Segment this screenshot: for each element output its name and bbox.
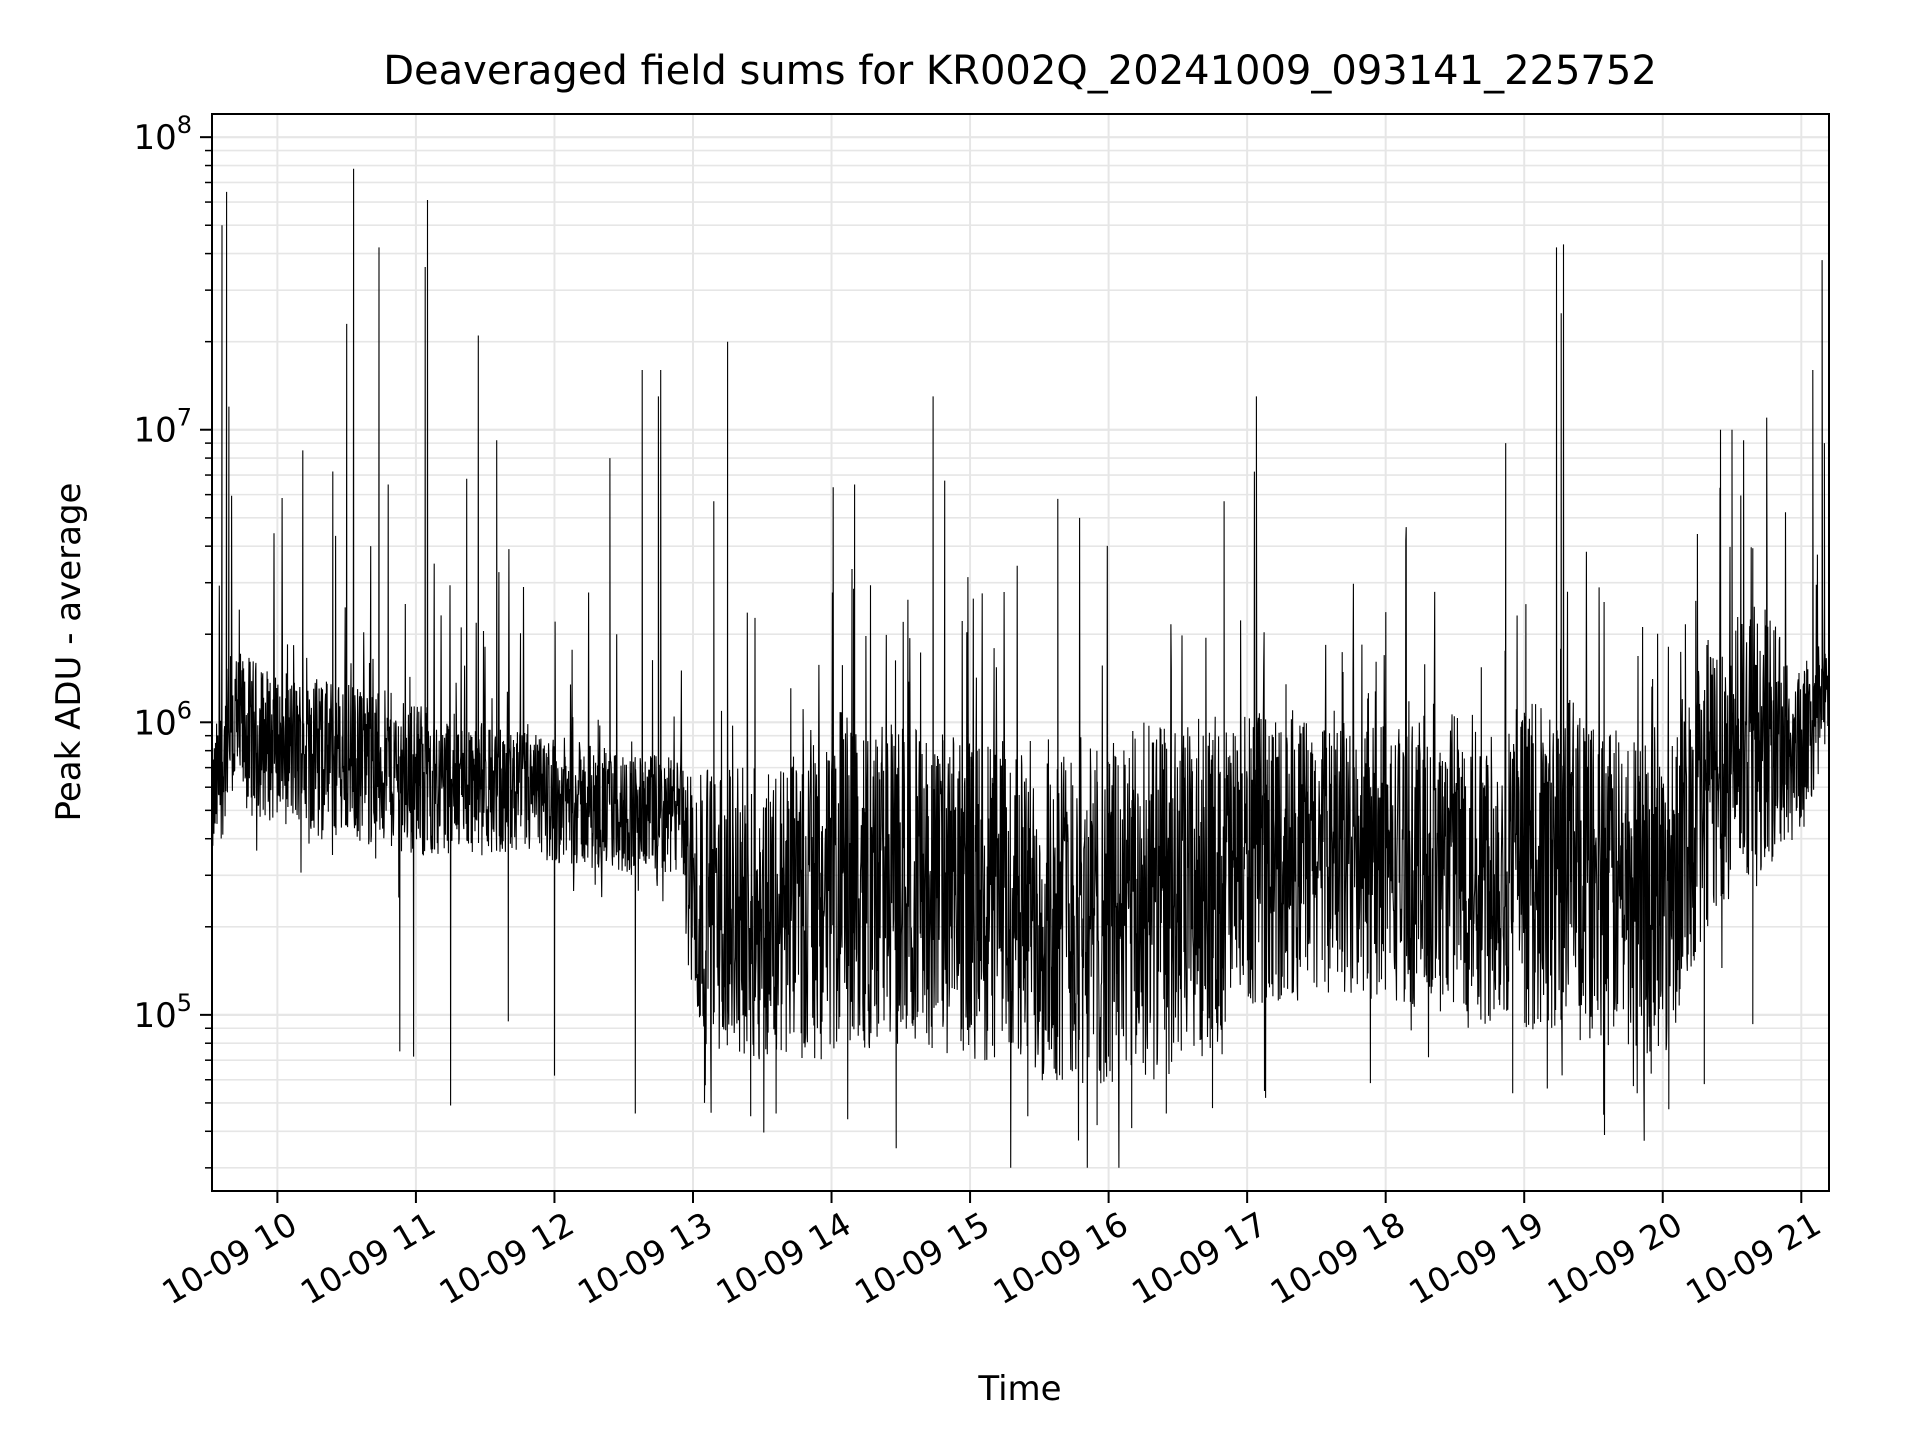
chart-title: Deaveraged field sums for KR002Q_2024100… bbox=[383, 48, 1657, 94]
x-tick-label: 10-09 16 bbox=[987, 1204, 1135, 1312]
x-tick-label: 10-09 17 bbox=[1125, 1204, 1273, 1312]
x-tick-label: 10-09 20 bbox=[1541, 1204, 1689, 1312]
x-tick-label: 10-09 12 bbox=[432, 1204, 580, 1312]
y-axis-ticks: 105 106 107 108 bbox=[133, 111, 212, 1169]
y-tick-label: 108 bbox=[133, 111, 192, 158]
x-tick-label: 10-09 14 bbox=[710, 1204, 858, 1312]
y-tick-label: 105 bbox=[133, 989, 192, 1036]
plot-frame bbox=[211, 113, 1830, 1192]
y-tick-label: 106 bbox=[133, 696, 192, 743]
x-tick-label: 10-09 13 bbox=[571, 1204, 719, 1312]
x-tick-label: 10-09 19 bbox=[1402, 1204, 1550, 1312]
x-tick-label: 10-09 18 bbox=[1264, 1204, 1412, 1312]
y-axis-label: Peak ADU - average bbox=[49, 483, 89, 822]
series-line bbox=[211, 168, 1830, 1168]
y-tick-label: 107 bbox=[133, 404, 192, 451]
x-tick-label: 10-09 10 bbox=[155, 1204, 303, 1312]
x-tick-label: 10-09 21 bbox=[1679, 1204, 1827, 1312]
x-axis-label: Time bbox=[977, 1369, 1061, 1409]
x-tick-label: 10-09 11 bbox=[294, 1204, 442, 1312]
x-tick-label: 10-09 15 bbox=[848, 1204, 996, 1312]
series-path bbox=[211, 168, 1830, 1168]
